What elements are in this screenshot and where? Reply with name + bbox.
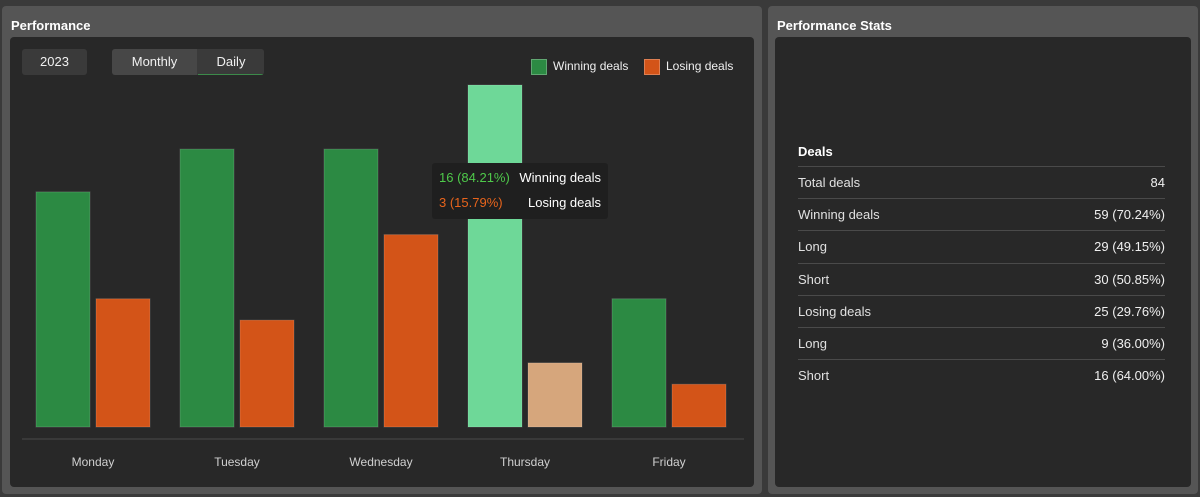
bar-winning-monday[interactable] [35,191,91,428]
x-tick-label: Friday [652,455,685,469]
stat-row: Losing deals 25 (29.76%) [798,294,1165,327]
bar-losing-wednesday[interactable] [383,234,439,428]
stat-row: Total deals 84 [798,166,1165,198]
tooltip-losing-value: 3 (15.79%) [439,195,503,210]
stat-value: 30 (50.85%) [1094,271,1165,287]
x-tick-label: Monday [72,455,115,469]
tooltip-winning-value: 16 (84.21%) [439,170,510,185]
bar-losing-thursday[interactable] [527,362,583,428]
deals-heading: Deals [798,144,833,159]
stat-row: Long 29 (49.15%) [798,230,1165,262]
legend-label-losing: Losing deals [666,59,734,73]
stat-label: Short [798,271,830,287]
stat-label: Long [798,336,827,351]
performance-stats-title: Performance Stats [777,18,892,33]
bar-chart: Monday Tuesday Wednesday Thursday Friday [22,84,744,469]
stat-value: 25 (29.76%) [1094,303,1165,319]
stat-label: Total deals [798,175,861,190]
stat-value: 9 (36.00%) [1101,336,1165,351]
bar-winning-tuesday[interactable] [179,148,235,428]
bar-winning-friday[interactable] [611,298,667,428]
performance-stats-panel: Performance Stats Deals Total deals 84 Win… [768,6,1198,494]
legend-swatch-losing [644,58,660,75]
tooltip-winning-label: Winning deals [519,170,601,185]
stat-label: Losing deals [798,303,871,319]
stat-value: 29 (49.15%) [1094,239,1165,255]
tooltip-losing-label: Losing deals [528,195,601,210]
year-selector-button[interactable]: 2023 [22,49,87,75]
stat-value: 16 (64.00%) [1094,368,1165,384]
bar-losing-monday[interactable] [95,298,151,428]
stat-value: 84 [1150,175,1165,190]
bar-losing-tuesday[interactable] [239,319,295,428]
stat-label: Long [798,239,827,255]
performance-title: Performance [11,18,91,33]
x-tick-label: Wednesday [349,455,412,469]
performance-panel: Performance 2023 Monthly Daily Winning d… [2,6,762,494]
legend-winning-deals[interactable]: Winning deals [531,57,628,75]
legend-label-winning: Winning deals [553,59,629,73]
bar-winning-wednesday[interactable] [323,148,379,428]
performance-stats-body: Deals Total deals 84 Winning deals 59 (70.2… [775,37,1191,487]
view-toggle: Monthly Daily [112,49,264,75]
stat-row: Short 30 (50.85%) [798,262,1165,295]
legend-swatch-winning [531,58,547,75]
bar-losing-friday[interactable] [671,383,727,428]
stat-value: 59 (70.24%) [1094,207,1165,223]
x-tick-label: Tuesday [214,455,260,469]
daily-tab[interactable]: Daily [198,49,264,75]
performance-chart-area: 2023 Monthly Daily Winning deals Losing … [10,37,754,487]
x-tick-label: Thursday [500,455,550,469]
legend-losing-deals[interactable]: Losing deals [644,57,733,75]
chart-tooltip: 16 (84.21%) Winning deals 3 (15.79%) Los… [432,163,608,219]
stat-label: Short [798,368,830,384]
stat-label: Winning deals [798,207,880,223]
bar-winning-thursday[interactable] [467,84,523,428]
stat-row: Winning deals 59 (70.24%) [798,198,1165,230]
monthly-tab[interactable]: Monthly [112,49,197,75]
stat-row: Long 9 (36.00%) [798,327,1165,359]
stat-row: Short 16 (64.00%) [798,359,1165,391]
